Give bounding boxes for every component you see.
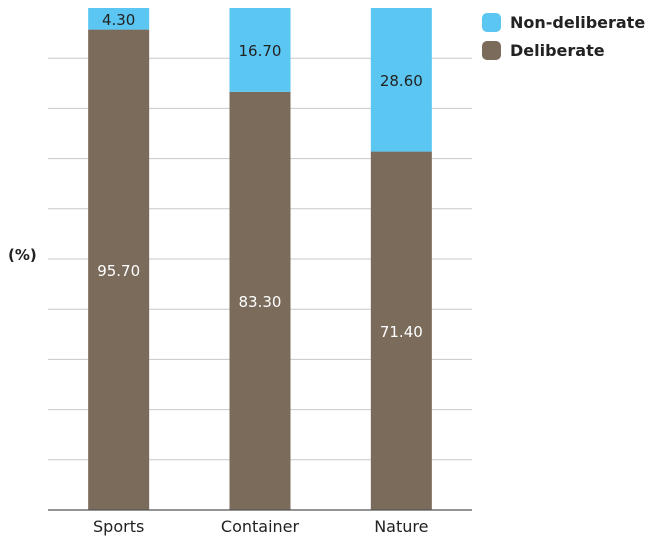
legend-swatch-deliberate (482, 40, 501, 60)
data-label-non-deliberate-sports: 4.30 (102, 11, 135, 29)
bar-non-deliberate-container (229, 8, 291, 92)
data-label-deliberate-container: 83.30 (239, 293, 282, 311)
bar-deliberate-nature (370, 151, 432, 510)
legend-item-deliberate: Deliberate (482, 36, 645, 64)
bar-non-deliberate-sports (88, 8, 150, 30)
x-tick-label-container: Container (221, 517, 300, 536)
bar-deliberate-sports (88, 29, 150, 511)
bar-non-deliberate-nature (370, 8, 432, 152)
legend-label-deliberate: Deliberate (510, 40, 605, 60)
data-label-deliberate-sports: 95.70 (97, 262, 140, 280)
legend-label-non-deliberate: Non-deliberate (510, 12, 646, 32)
x-tick-label-nature: Nature (374, 517, 428, 536)
legend: Non-deliberate Deliberate (482, 8, 645, 64)
legend-item-non-deliberate: Non-deliberate (482, 8, 645, 36)
data-label-deliberate-nature: 71.40 (380, 323, 423, 341)
data-label-non-deliberate-nature: 28.60 (380, 72, 423, 90)
data-label-non-deliberate-container: 16.70 (239, 42, 282, 60)
y-axis-label: (%) (8, 246, 37, 264)
x-tick-label-sports: Sports (93, 517, 144, 536)
legend-swatch-non-deliberate (482, 12, 501, 32)
bar-deliberate-container (229, 91, 291, 511)
